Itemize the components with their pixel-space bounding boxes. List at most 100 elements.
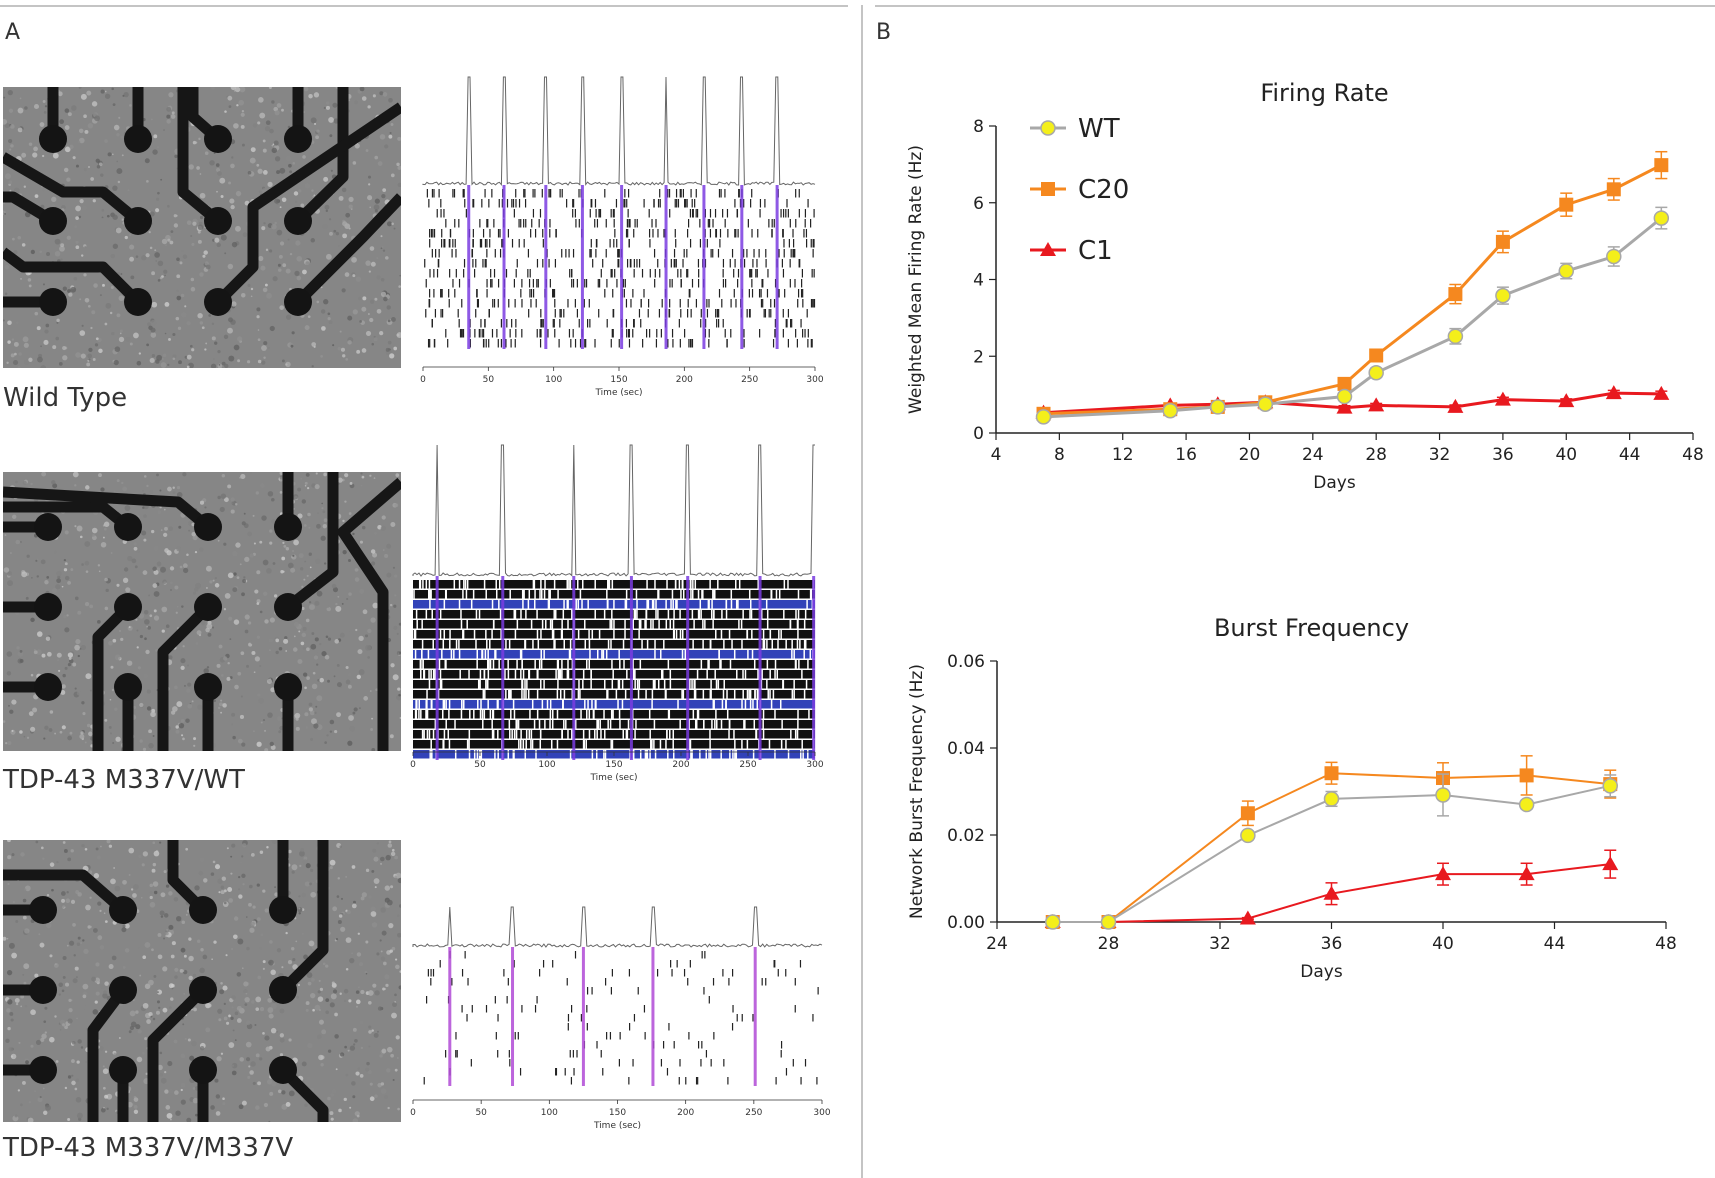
data-point	[1448, 287, 1463, 302]
raster-tick-label: 200	[672, 760, 689, 770]
y-axis-label: Network Burst Frequency (Hz)	[907, 664, 927, 919]
spike-row	[413, 640, 815, 649]
network-burst-marker	[812, 576, 816, 760]
panel-a-label: A	[5, 20, 21, 45]
data-point	[1518, 866, 1535, 881]
network-burst-marker	[629, 576, 633, 760]
data-point	[1606, 182, 1621, 197]
raster-x-axis-label: Time (sec)	[593, 1121, 641, 1131]
chart-title: Firing Rate	[1260, 79, 1388, 107]
raster-tick-label: 100	[538, 760, 555, 770]
data-point	[1324, 766, 1339, 781]
spike-raster-m337v-m337v: 0 50 100 150 200 250 300 Time (sec)	[410, 906, 831, 1131]
network-burst-marker	[740, 185, 744, 349]
data-point	[1323, 885, 1340, 900]
panel-divider	[861, 5, 863, 1178]
spike-row	[413, 680, 815, 689]
data-point	[1045, 914, 1061, 930]
data-point	[1559, 197, 1574, 212]
network-burst-marker	[775, 185, 779, 349]
raster-tick-label: 50	[475, 1108, 487, 1118]
raster-tick-label: 200	[676, 375, 693, 385]
y-tick-label: 4	[973, 271, 984, 291]
y-tick-label: 0	[973, 424, 984, 444]
series-wt	[1035, 206, 1670, 425]
mea-microscopy-image-wild-type	[3, 87, 401, 368]
spike-row	[413, 690, 815, 699]
electrode-array	[3, 840, 401, 1122]
data-point	[1257, 396, 1274, 412]
y-tick-label: 0.00	[947, 913, 985, 933]
network-burst-marker	[753, 947, 757, 1086]
data-point	[1602, 778, 1618, 794]
x-tick-label: 44	[1544, 934, 1566, 954]
data-point	[1240, 806, 1255, 821]
network-burst-marker	[702, 185, 706, 349]
network-burst-marker	[448, 947, 452, 1086]
x-tick-label: 12	[1112, 445, 1134, 465]
raster-tick-label: 50	[474, 760, 486, 770]
raster-x-axis-label: Time (sec)	[594, 388, 642, 398]
x-tick-label: 36	[1321, 934, 1343, 954]
spike-row	[413, 590, 815, 599]
condition-label-m337v-m337v: TDP-43 M337V/M337V	[3, 1133, 294, 1163]
series-wt	[1045, 773, 1618, 930]
spike-rows	[423, 951, 819, 1085]
raster-tick-label: 300	[813, 1108, 830, 1118]
x-tick-label: 28	[1098, 934, 1120, 954]
raster-tick-label: 0	[420, 375, 426, 385]
x-tick-label: 28	[1365, 445, 1387, 465]
data-point	[1336, 388, 1353, 405]
spike-row	[413, 700, 815, 709]
network-burst-marker	[580, 185, 584, 349]
population-spike-trace	[412, 906, 823, 948]
condition-label-m337v-wt: TDP-43 M337V/WT	[3, 765, 245, 795]
network-burst-marker	[544, 185, 548, 349]
data-point	[1323, 791, 1340, 807]
network-burst-marker	[651, 947, 655, 1086]
mea-microscopy-image-m337v-m337v	[3, 840, 401, 1122]
x-tick-label: 32	[1209, 934, 1231, 954]
electrodes	[39, 125, 312, 316]
x-tick-label: 48	[1655, 934, 1677, 954]
spike-row	[413, 740, 815, 749]
data-point	[1495, 234, 1510, 249]
legend-label: C20	[1078, 175, 1129, 205]
panel-b-label: B	[876, 20, 892, 45]
data-point	[1447, 398, 1464, 413]
y-axis-label: Weighted Mean Firing Rate (Hz)	[906, 145, 926, 414]
y-tick-label: 8	[973, 117, 984, 137]
y-tick-label: 0.06	[947, 652, 985, 672]
data-point	[1100, 914, 1117, 930]
data-point	[1337, 376, 1352, 391]
data-point	[1035, 409, 1052, 425]
network-burst-marker	[572, 576, 576, 760]
network-burst-markers	[448, 947, 757, 1086]
network-burst-marker	[467, 185, 471, 349]
population-spike-trace	[422, 76, 816, 187]
data-point	[1240, 827, 1256, 844]
x-axis-label: Days	[1300, 962, 1343, 982]
data-point	[1369, 348, 1384, 363]
x-tick-label: 48	[1682, 445, 1704, 465]
electrodes	[34, 513, 302, 701]
data-point	[1558, 263, 1575, 279]
data-point	[1558, 393, 1575, 408]
raster-tick-label: 300	[806, 760, 823, 770]
data-point	[1653, 210, 1670, 226]
data-point	[1435, 787, 1451, 803]
raster-tick-label: 250	[739, 760, 756, 770]
network-burst-marker	[501, 576, 505, 760]
network-burst-marker	[664, 185, 668, 349]
spike-row	[413, 670, 815, 679]
spike-row	[413, 710, 815, 719]
spike-row	[413, 660, 815, 669]
raster-tick-label: 0	[410, 760, 416, 770]
data-point	[1654, 158, 1669, 173]
spike-row	[413, 650, 815, 659]
x-tick-label: 44	[1619, 445, 1641, 465]
data-point	[1494, 391, 1511, 406]
x-tick-label: 4	[991, 445, 1002, 465]
electrode-array	[3, 87, 401, 368]
